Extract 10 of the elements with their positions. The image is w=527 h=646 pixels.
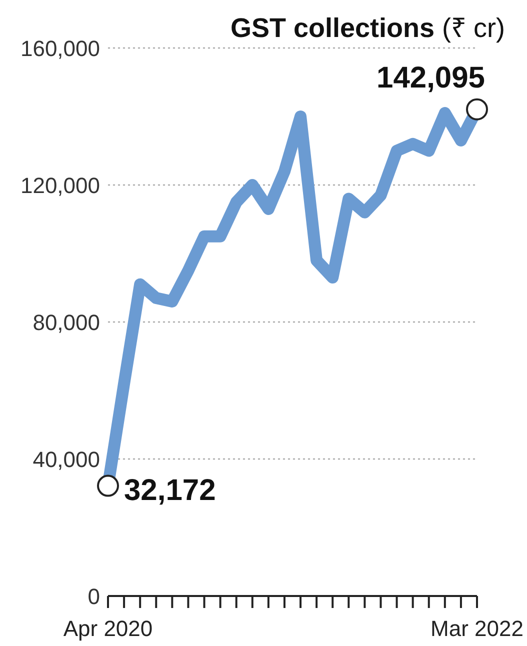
chart-title: GST collections (₹ cr)	[230, 12, 505, 45]
y-tick-label: 80,000	[32, 310, 100, 335]
y-tick-label: 160,000	[20, 36, 100, 61]
y-tick-label: 0	[88, 584, 100, 609]
x-tick-label: Mar 2022	[430, 616, 524, 641]
data-label: 32,172	[124, 474, 216, 507]
x-tick-label: Apr 2020	[63, 616, 153, 641]
y-tick-label: 120,000	[20, 172, 100, 198]
data-label: 142,095	[376, 61, 485, 94]
y-tick-label: 40,000	[32, 446, 100, 472]
